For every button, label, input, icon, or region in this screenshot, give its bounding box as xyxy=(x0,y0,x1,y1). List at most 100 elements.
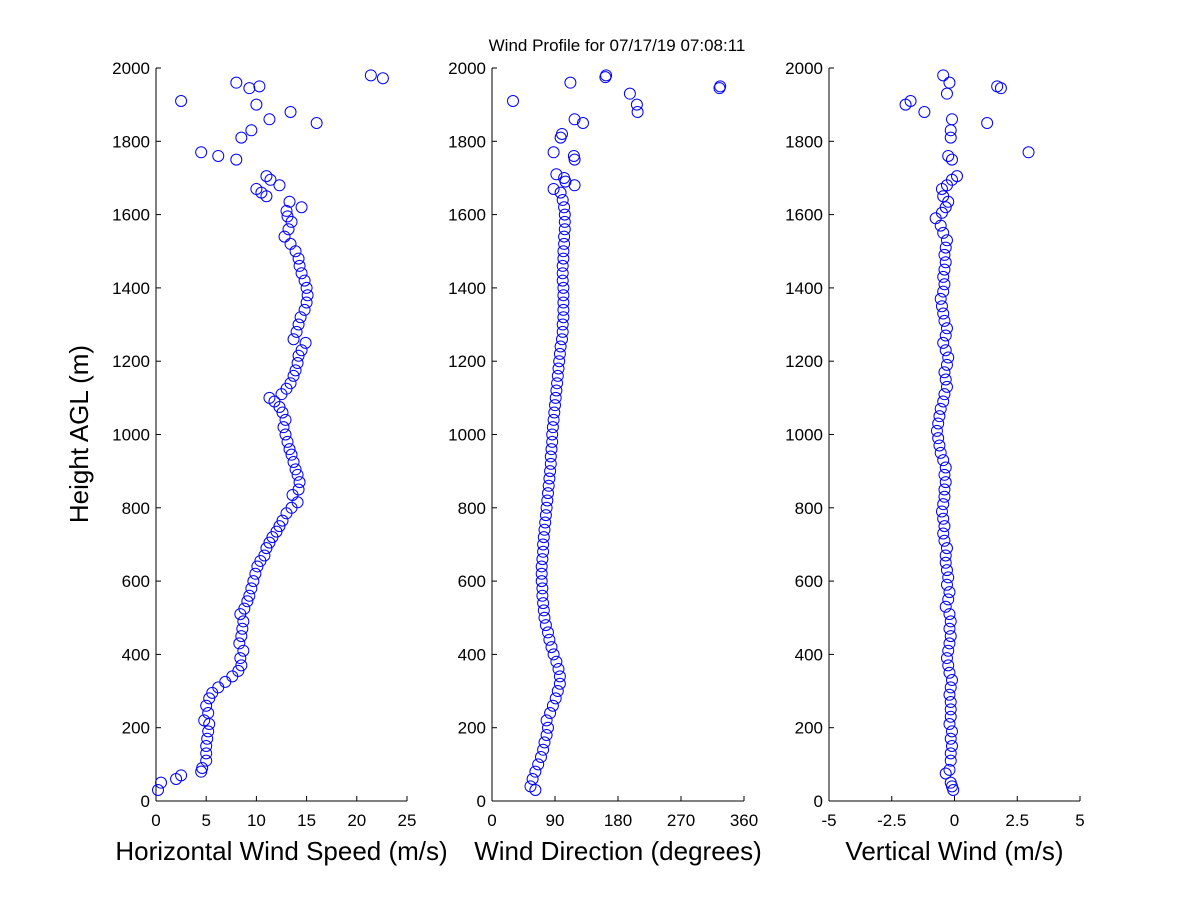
horizontal-wind-speed-point xyxy=(279,413,292,426)
vertical-wind-point xyxy=(1022,146,1035,159)
horizontal-wind-speed-point xyxy=(238,602,251,615)
wind-direction-x-tick-label: 90 xyxy=(546,811,565,830)
wind-direction-point xyxy=(537,531,550,544)
wind-direction-point xyxy=(545,641,558,654)
horizontal-wind-speed-point xyxy=(235,131,248,144)
horizontal-wind-speed-point xyxy=(203,692,216,705)
vertical-wind-point xyxy=(932,417,945,430)
wind-direction-point xyxy=(537,538,550,551)
horizontal-wind-speed-y-tick-label: 1000 xyxy=(112,426,150,445)
horizontal-wind-speed-point xyxy=(301,289,314,302)
wind-direction-point xyxy=(535,575,548,588)
horizontal-wind-speed-point xyxy=(243,82,256,95)
wind-direction-point xyxy=(550,168,563,181)
vertical-wind-point xyxy=(937,285,950,298)
vertical-wind-point xyxy=(937,69,950,82)
wind-direction-point xyxy=(524,780,537,793)
wind-direction-point xyxy=(553,355,566,368)
wind-direction-point xyxy=(556,259,569,272)
horizontal-wind-speed-point xyxy=(198,714,211,727)
wind-direction-point xyxy=(552,663,565,676)
vertical-wind-point xyxy=(904,94,917,107)
horizontal-wind-speed-point xyxy=(200,747,213,760)
wind-direction-y-tick-label: 0 xyxy=(477,792,486,811)
horizontal-wind-speed-point xyxy=(284,237,297,250)
wind-direction-point xyxy=(557,281,570,294)
horizontal-wind-speed-point xyxy=(237,644,250,657)
wind-direction-point xyxy=(556,267,569,280)
vertical-wind-y-tick-label: 1600 xyxy=(785,206,823,225)
vertical-wind-point xyxy=(943,76,956,89)
wind-direction-point xyxy=(546,435,559,448)
horizontal-wind-speed-points xyxy=(152,69,389,797)
vertical-wind-point xyxy=(939,556,952,569)
vertical-wind-y-tick-label: 1400 xyxy=(785,279,823,298)
panel-horizontal-wind-speed: 0 200 400 600 800 1000 1200 1400 1600 1800 2000 0 5 1… xyxy=(64,59,448,866)
wind-direction-point xyxy=(558,201,571,214)
horizontal-wind-speed-point xyxy=(263,391,276,404)
horizontal-wind-speed-point xyxy=(298,303,311,316)
wind-direction-point xyxy=(567,149,580,162)
wind-direction-point xyxy=(542,487,554,500)
wind-direction-point xyxy=(536,589,549,602)
horizontal-wind-speed-point xyxy=(291,357,304,370)
wind-direction-point xyxy=(557,289,570,302)
horizontal-wind-speed-point xyxy=(289,463,302,476)
wind-direction-xlabel: Wind Direction (degrees) xyxy=(474,836,762,866)
wind-direction-point xyxy=(535,567,548,580)
vertical-wind-point xyxy=(942,149,955,162)
wind-direction-point xyxy=(535,751,547,764)
horizontal-wind-speed-point xyxy=(298,274,311,287)
horizontal-wind-speed-x-tick-label: 0 xyxy=(151,811,160,830)
wind-direction-point xyxy=(600,69,613,82)
vertical-wind-point xyxy=(934,402,947,415)
wind-direction-point xyxy=(540,501,553,514)
wind-direction-point xyxy=(554,340,567,353)
vertical-wind-point xyxy=(939,344,952,357)
horizontal-wind-speed-xlabel: Horizontal Wind Speed (m/s) xyxy=(115,836,447,866)
horizontal-wind-speed-point xyxy=(251,560,264,573)
vertical-wind-y-tick-label: 800 xyxy=(795,499,823,518)
wind-direction-point xyxy=(543,472,556,485)
wind-direction-point xyxy=(507,94,519,107)
wind-direction-point xyxy=(551,685,564,698)
horizontal-wind-speed-point xyxy=(219,675,232,688)
horizontal-wind-speed-point xyxy=(230,76,243,89)
vertical-wind-point xyxy=(945,740,958,753)
wind-direction-point xyxy=(551,377,564,390)
horizontal-wind-speed-x-tick-label: 20 xyxy=(347,811,366,830)
vertical-wind-point xyxy=(940,234,953,247)
vertical-wind-point xyxy=(939,256,952,269)
vertical-wind-point xyxy=(944,754,957,767)
wind-direction-point xyxy=(540,729,553,742)
wind-direction-point xyxy=(556,127,568,140)
wind-direction-point xyxy=(546,699,559,712)
horizontal-wind-speed-point xyxy=(196,762,209,775)
vertical-wind-point xyxy=(942,593,955,606)
horizontal-wind-speed-point xyxy=(250,182,263,195)
vertical-wind-point xyxy=(943,608,956,621)
vertical-wind-point xyxy=(937,512,950,525)
vertical-wind-point xyxy=(929,212,942,225)
horizontal-wind-speed-point xyxy=(276,514,289,527)
horizontal-wind-speed-point xyxy=(263,113,276,126)
wind-direction-point xyxy=(554,186,567,199)
horizontal-wind-speed-point xyxy=(290,325,303,338)
wind-direction-point xyxy=(547,648,560,661)
horizontal-wind-speed-point xyxy=(264,173,277,186)
horizontal-wind-speed-point xyxy=(293,476,306,489)
vertical-wind-point xyxy=(944,630,957,643)
horizontal-wind-speed-point xyxy=(175,94,188,107)
wind-direction-point xyxy=(546,428,559,441)
vertical-wind-point xyxy=(940,322,953,335)
vertical-wind-point xyxy=(934,292,947,305)
wind-direction-y-tick-label: 1800 xyxy=(448,132,486,151)
horizontal-wind-speed-point xyxy=(237,615,250,628)
wind-direction-point xyxy=(557,252,570,265)
vertical-wind-point xyxy=(938,483,951,496)
horizontal-wind-speed-point xyxy=(212,149,225,162)
wind-direction-x-tick-label: 180 xyxy=(604,811,632,830)
wind-direction-point xyxy=(557,311,570,324)
vertical-wind-point xyxy=(944,776,957,789)
wind-direction-point xyxy=(549,692,562,705)
